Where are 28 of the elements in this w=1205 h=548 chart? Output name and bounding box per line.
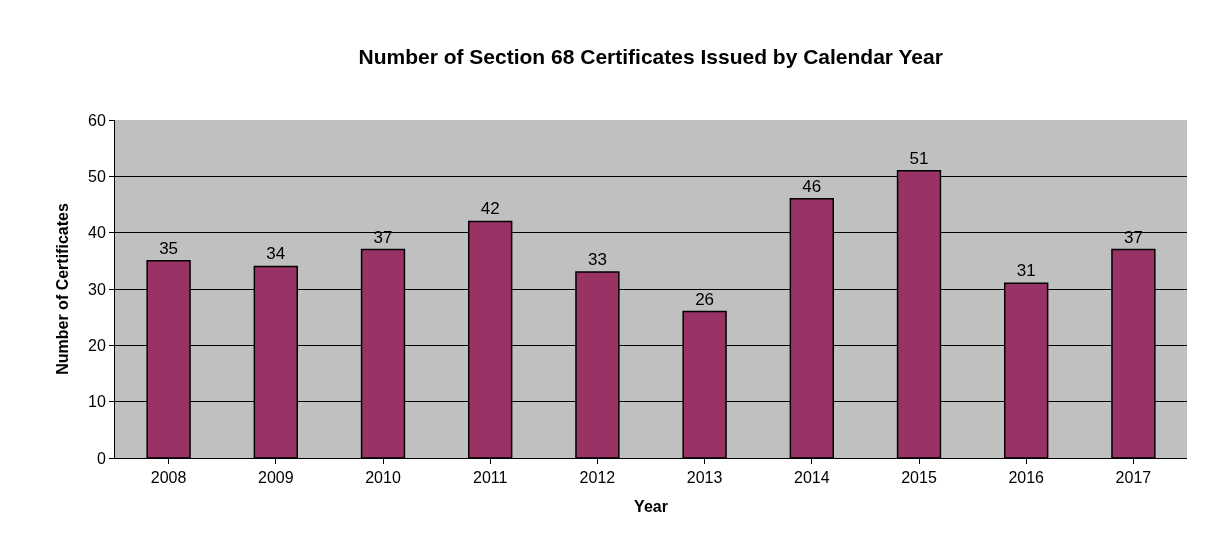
y-tick-label: 30 bbox=[88, 280, 106, 298]
data-label: 31 bbox=[1016, 261, 1036, 281]
x-tick-label: 2015 bbox=[901, 469, 937, 487]
data-label: 34 bbox=[266, 244, 286, 264]
y-axis-title: Number of Certificates bbox=[53, 203, 71, 375]
data-label: 35 bbox=[159, 238, 179, 258]
x-tick-label: 2011 bbox=[473, 469, 508, 487]
x-tick-label: 2009 bbox=[258, 469, 294, 487]
y-tick-label: 10 bbox=[88, 393, 106, 411]
y-tick-label: 60 bbox=[88, 111, 106, 129]
chart-title: Number of Section 68 Certificates Issued by Calendar Year bbox=[358, 45, 943, 69]
y-tick-label: 0 bbox=[96, 449, 106, 467]
data-label: 42 bbox=[480, 199, 500, 219]
x-axis-title: Year bbox=[634, 497, 668, 515]
y-tick-label: 50 bbox=[88, 167, 106, 185]
data-label: 51 bbox=[909, 148, 929, 168]
data-label: 26 bbox=[695, 289, 715, 309]
data-label: 46 bbox=[802, 176, 822, 196]
x-tick-label: 2016 bbox=[1008, 469, 1045, 487]
data-label: 33 bbox=[587, 250, 607, 270]
x-tick-label: 2010 bbox=[365, 469, 401, 487]
x-tick-label: 2008 bbox=[150, 469, 187, 487]
x-tick-label: 2017 bbox=[1115, 469, 1152, 487]
x-tick-label: 2013 bbox=[686, 469, 723, 487]
y-tick-label: 40 bbox=[88, 224, 106, 242]
y-tick-label: 20 bbox=[88, 336, 106, 354]
x-tick-label: 2014 bbox=[794, 469, 830, 487]
x-tick-label: 2012 bbox=[579, 469, 616, 487]
